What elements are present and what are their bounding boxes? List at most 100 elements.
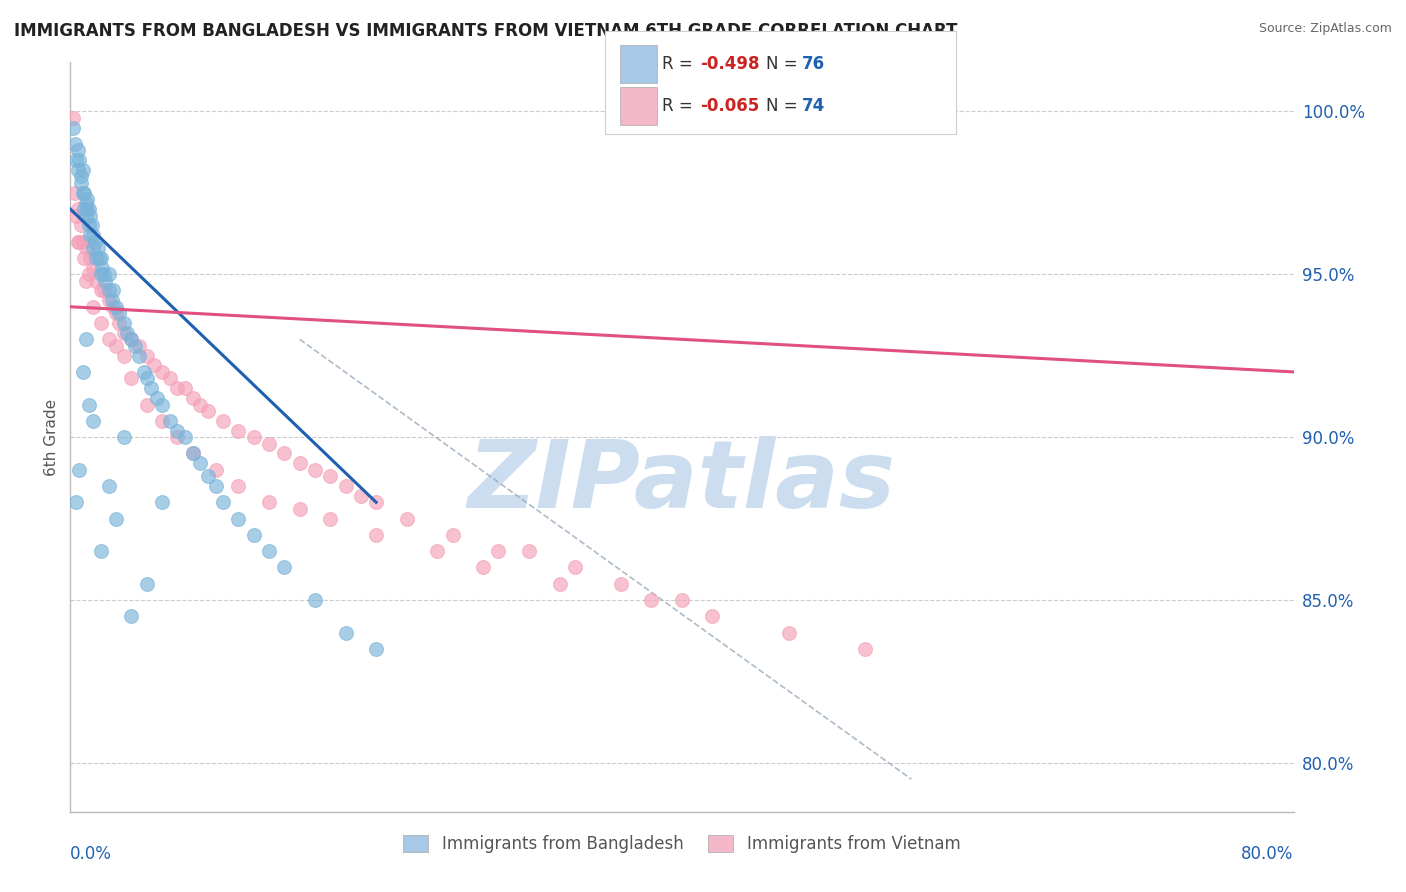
Point bbox=[100, 293, 122, 308]
Point bbox=[66, 144, 89, 158]
Text: 76: 76 bbox=[801, 54, 824, 73]
Text: 80.0%: 80.0% bbox=[1241, 846, 1294, 863]
Point bbox=[77, 202, 100, 216]
Point bbox=[426, 544, 449, 558]
Point bbox=[135, 371, 157, 385]
Point bbox=[610, 576, 633, 591]
Point bbox=[174, 381, 197, 395]
Point bbox=[73, 202, 96, 216]
Point bbox=[141, 381, 163, 395]
Point bbox=[135, 576, 157, 591]
Point bbox=[73, 251, 96, 265]
Point bbox=[90, 267, 112, 281]
Point bbox=[65, 153, 87, 168]
Y-axis label: 6th Grade: 6th Grade bbox=[44, 399, 59, 475]
Point bbox=[204, 479, 226, 493]
Point bbox=[366, 641, 388, 656]
Point bbox=[366, 528, 388, 542]
Point bbox=[304, 463, 326, 477]
Text: -0.498: -0.498 bbox=[700, 54, 759, 73]
Point bbox=[97, 332, 120, 346]
Point bbox=[66, 202, 89, 216]
Point bbox=[62, 111, 84, 125]
Point bbox=[105, 339, 128, 353]
Point bbox=[87, 241, 110, 255]
Point bbox=[80, 219, 103, 233]
Point bbox=[112, 349, 135, 363]
Point bbox=[69, 463, 91, 477]
Point bbox=[143, 359, 166, 373]
Text: R =: R = bbox=[662, 54, 699, 73]
Point bbox=[228, 479, 250, 493]
Point bbox=[101, 300, 124, 314]
Point bbox=[105, 306, 128, 320]
Point bbox=[273, 560, 295, 574]
Point bbox=[273, 446, 295, 460]
Point bbox=[73, 186, 96, 200]
Point bbox=[72, 163, 94, 178]
Point bbox=[77, 267, 100, 281]
Point bbox=[319, 469, 342, 483]
Point bbox=[288, 456, 311, 470]
Point bbox=[150, 414, 173, 428]
Text: N =: N = bbox=[766, 97, 803, 115]
Point bbox=[79, 251, 101, 265]
Point bbox=[150, 495, 173, 509]
Point bbox=[197, 404, 219, 418]
Point bbox=[197, 469, 219, 483]
Point bbox=[366, 495, 388, 509]
Point bbox=[335, 479, 357, 493]
Point bbox=[243, 528, 266, 542]
Point bbox=[564, 560, 586, 574]
Point bbox=[82, 260, 104, 275]
Point bbox=[79, 209, 101, 223]
Point bbox=[472, 560, 495, 574]
Point bbox=[70, 219, 93, 233]
Point bbox=[124, 339, 146, 353]
Point bbox=[69, 235, 91, 249]
Point bbox=[121, 332, 143, 346]
Point bbox=[75, 274, 97, 288]
Point bbox=[548, 576, 571, 591]
Point bbox=[150, 365, 173, 379]
Point bbox=[212, 495, 235, 509]
Point bbox=[90, 284, 112, 298]
Point bbox=[128, 339, 150, 353]
Point bbox=[166, 381, 188, 395]
Text: -0.065: -0.065 bbox=[700, 97, 759, 115]
Point bbox=[90, 251, 112, 265]
Point bbox=[108, 316, 131, 330]
Point bbox=[640, 593, 662, 607]
Point bbox=[93, 284, 115, 298]
Point bbox=[97, 284, 120, 298]
Point bbox=[112, 326, 135, 340]
Point bbox=[150, 397, 173, 411]
Point bbox=[63, 136, 86, 151]
Point bbox=[112, 430, 135, 444]
Point bbox=[228, 511, 250, 525]
Point bbox=[395, 511, 418, 525]
Point bbox=[855, 641, 877, 656]
Point bbox=[75, 195, 97, 210]
Text: 74: 74 bbox=[801, 97, 825, 115]
Point bbox=[75, 241, 97, 255]
Point bbox=[146, 391, 169, 405]
Point bbox=[75, 332, 97, 346]
Point bbox=[82, 414, 104, 428]
Point bbox=[188, 397, 211, 411]
Point bbox=[91, 260, 114, 275]
Point bbox=[288, 501, 311, 516]
Point bbox=[181, 446, 204, 460]
Point bbox=[72, 186, 94, 200]
Text: R =: R = bbox=[662, 97, 699, 115]
Point bbox=[105, 300, 128, 314]
Point bbox=[90, 316, 112, 330]
Text: ZIPatlas: ZIPatlas bbox=[468, 436, 896, 528]
Point bbox=[82, 300, 104, 314]
Point bbox=[778, 625, 800, 640]
Point bbox=[228, 424, 250, 438]
Point bbox=[94, 274, 117, 288]
Point bbox=[66, 235, 89, 249]
Point bbox=[166, 424, 188, 438]
Point bbox=[335, 625, 357, 640]
